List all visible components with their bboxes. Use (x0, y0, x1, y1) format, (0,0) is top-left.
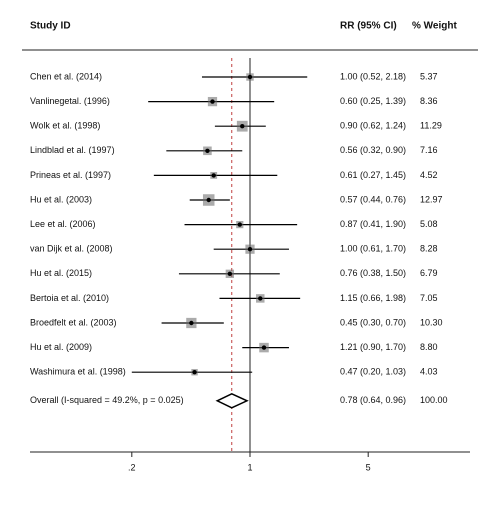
effect-label: 1.00 (0.61, 1.70) (340, 244, 406, 254)
study-label: Lindblad et al. (1997) (30, 145, 115, 155)
weight-label: 8.80 (420, 342, 438, 352)
weight-label: 7.05 (420, 293, 438, 303)
point-estimate (247, 247, 253, 252)
effect-label: 0.76 (0.38, 1.50) (340, 268, 406, 278)
weight-label: 10.30 (420, 317, 443, 327)
effect-label: 1.00 (0.52, 2.18) (340, 71, 406, 81)
x-tick-label: 5 (366, 462, 371, 472)
study-label: Bertoia et al. (2010) (30, 293, 109, 303)
study-label: Vanlinegetal. (1996) (30, 96, 110, 106)
overall-weight-label: 100.00 (420, 395, 448, 405)
study-label: Hu et al. (2009) (30, 342, 92, 352)
x-tick-label: 1 (247, 462, 252, 472)
point-estimate (261, 345, 267, 350)
study-label: Chen et al. (2014) (30, 71, 102, 81)
effect-label: 0.47 (0.20, 1.03) (340, 367, 406, 377)
weight-label: 8.28 (420, 244, 438, 254)
effect-label: 0.61 (0.27, 1.45) (340, 170, 406, 180)
point-estimate (205, 148, 210, 153)
study-label: Washimura et al. (1998) (30, 367, 126, 377)
point-estimate (258, 296, 263, 301)
point-estimate (240, 124, 245, 129)
study-label: Wolk et al. (1998) (30, 121, 100, 131)
weight-label: 5.37 (420, 71, 438, 81)
weight-label: 4.52 (420, 170, 438, 180)
header-effect: RR (95% CI) (340, 21, 397, 32)
study-label: van Dijk et al. (2008) (30, 244, 113, 254)
weight-label: 5.08 (420, 219, 438, 229)
weight-label: 12.97 (420, 194, 443, 204)
effect-label: 0.56 (0.32, 0.90) (340, 145, 406, 155)
study-label: Broedfelt et al. (2003) (30, 317, 117, 327)
study-label: Prineas et al. (1997) (30, 170, 111, 180)
point-estimate (210, 99, 215, 104)
header-study: Study ID (30, 21, 71, 32)
overall-effect-label: 0.78 (0.64, 0.96) (340, 395, 406, 405)
study-label: Hu et al. (2015) (30, 268, 92, 278)
effect-label: 1.21 (0.90, 1.70) (340, 342, 406, 352)
header-weight: % Weight (412, 21, 457, 32)
weight-label: 8.36 (420, 96, 438, 106)
weight-label: 11.29 (420, 121, 442, 131)
point-estimate (237, 222, 242, 227)
point-estimate (211, 173, 216, 178)
weight-label: 7.16 (420, 145, 438, 155)
x-tick-label: .2 (128, 462, 136, 472)
study-label: Hu et al. (2003) (30, 194, 92, 204)
effect-label: 1.15 (0.66, 1.98) (340, 293, 406, 303)
effect-label: 0.57 (0.44, 0.76) (340, 194, 406, 204)
effect-label: 0.90 (0.62, 1.24) (340, 121, 406, 131)
point-estimate (227, 271, 233, 276)
overall-label: Overall (I-squared = 49.2%, p = 0.025) (30, 395, 184, 405)
overall-diamond (215, 392, 249, 409)
point-estimate (189, 320, 194, 326)
point-estimate (192, 370, 197, 375)
weight-label: 6.79 (420, 268, 438, 278)
study-label: Lee et al. (2006) (30, 219, 96, 229)
point-estimate (247, 74, 253, 80)
effect-label: 0.87 (0.41, 1.90) (340, 219, 406, 229)
weight-label: 4.03 (420, 367, 438, 377)
point-estimate (206, 197, 211, 203)
effect-label: 0.45 (0.30, 0.70) (340, 317, 406, 327)
effect-label: 0.60 (0.25, 1.39) (340, 96, 406, 106)
